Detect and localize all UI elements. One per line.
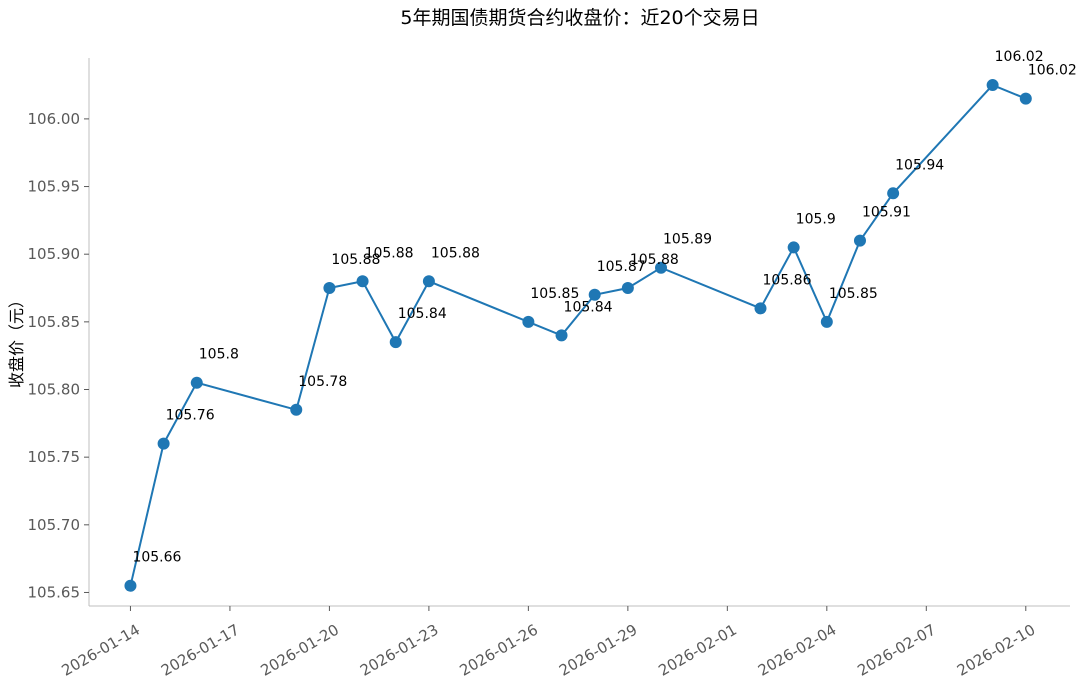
data-point xyxy=(290,403,303,416)
data-point xyxy=(820,315,833,328)
data-point xyxy=(986,79,999,92)
data-points xyxy=(124,79,1032,592)
data-point xyxy=(422,275,435,288)
data-point xyxy=(124,579,137,592)
y-tick-label: 105.65 xyxy=(28,583,81,601)
y-tick-label: 105.95 xyxy=(28,178,81,196)
data-point xyxy=(754,302,767,315)
series-line xyxy=(129,83,1027,586)
data-label: 105.91 xyxy=(862,205,911,221)
data-point xyxy=(621,282,634,295)
chart-title: 5年期国债期货合约收盘价：近20个交易日 xyxy=(400,7,759,29)
data-label: 105.87 xyxy=(597,259,646,275)
data-label: 105.84 xyxy=(564,299,613,315)
data-label: 105.85 xyxy=(530,286,579,302)
data-point xyxy=(389,336,402,349)
data-label: 105.85 xyxy=(829,286,878,302)
y-axis-label: 收盘价（元） xyxy=(7,292,26,388)
data-point xyxy=(853,234,866,247)
data-label: 105.8 xyxy=(199,347,239,363)
data-labels: 105.66105.76105.8105.78105.88105.88105.8… xyxy=(132,49,1076,566)
x-tick-label: 2026-02-04 xyxy=(755,621,840,680)
data-point xyxy=(356,275,369,288)
data-point xyxy=(522,315,535,328)
x-tick-label: 2026-01-17 xyxy=(158,621,243,680)
data-label: 105.89 xyxy=(663,232,712,248)
y-tick-label: 105.70 xyxy=(28,516,81,534)
y-ticks: 105.65 105.70 105.75 105.80 105.85 105.90 105.… xyxy=(28,110,89,601)
data-label: 105.88 xyxy=(431,245,480,261)
data-label: 105.88 xyxy=(331,252,380,268)
data-point xyxy=(887,187,900,200)
x-tick-label: 2026-01-29 xyxy=(556,621,641,680)
data-label: 106.02 xyxy=(995,49,1044,65)
data-label: 105.88 xyxy=(365,245,414,261)
x-tick-label: 2026-01-26 xyxy=(456,621,541,680)
data-label: 105.94 xyxy=(895,157,944,173)
x-tick-label: 2026-01-23 xyxy=(357,621,442,680)
data-label: 105.9 xyxy=(796,211,836,227)
data-label: 105.66 xyxy=(132,550,181,566)
y-tick-label: 105.80 xyxy=(28,381,81,399)
data-point xyxy=(655,261,668,274)
data-point xyxy=(323,282,336,295)
x-tick-label: 2026-01-14 xyxy=(59,621,144,680)
data-point xyxy=(555,329,568,342)
data-label: 105.88 xyxy=(630,252,679,268)
y-tick-label: 106.00 xyxy=(28,110,81,128)
x-tick-label: 2026-02-01 xyxy=(655,621,740,680)
data-point xyxy=(190,376,203,389)
y-tick-label: 105.75 xyxy=(28,448,81,466)
data-point xyxy=(588,288,601,301)
y-tick-label: 105.85 xyxy=(28,313,81,331)
data-label: 105.84 xyxy=(398,306,447,322)
x-ticks: 2026-01-14 2026-01-17 2026-01-20 2026-01-23… xyxy=(59,606,1039,680)
data-point xyxy=(157,437,170,450)
data-label: 106.02 xyxy=(1028,63,1077,79)
data-point xyxy=(787,241,800,254)
data-label: 105.86 xyxy=(763,272,812,288)
x-tick-label: 2026-02-10 xyxy=(954,621,1039,680)
data-label: 105.76 xyxy=(166,408,215,424)
x-tick-label: 2026-01-20 xyxy=(258,621,343,680)
data-point xyxy=(1019,92,1032,105)
data-label: 105.78 xyxy=(298,374,347,390)
y-tick-label: 105.90 xyxy=(28,245,81,263)
x-tick-label: 2026-02-07 xyxy=(854,621,939,680)
